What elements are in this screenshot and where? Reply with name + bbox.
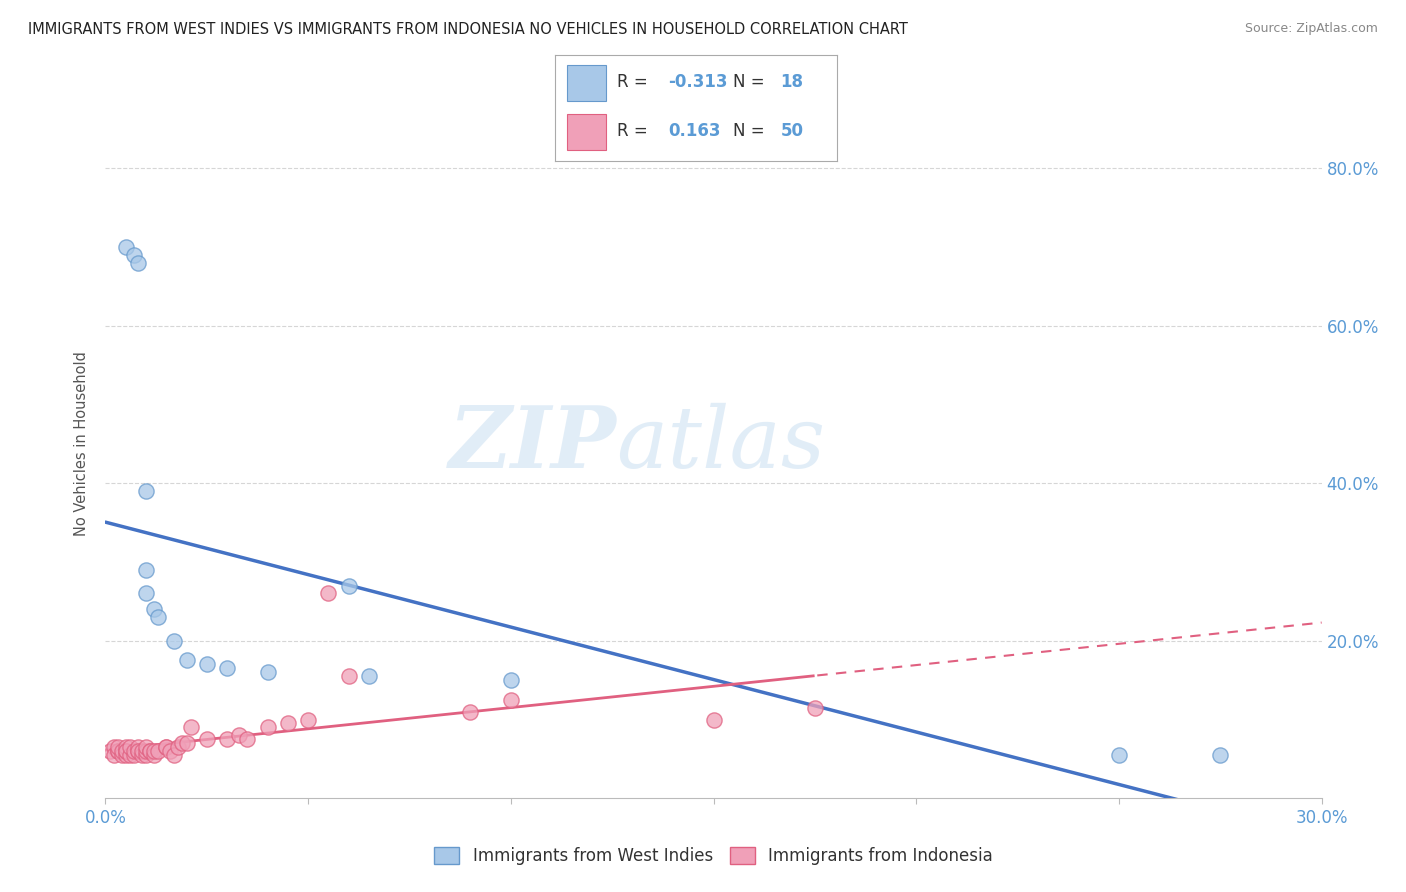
Point (217, 661, 239, 675)
Point (155, 740, 177, 755)
Point (499, 673, 522, 687)
Point (131, 744, 153, 758)
Legend: Immigrants from West Indies, Immigrants from Indonesia: Immigrants from West Indies, Immigrants … (427, 840, 1000, 871)
Point (107, 740, 129, 755)
Point (702, 713, 725, 727)
Point (127, 744, 149, 758)
Text: 0.163: 0.163 (668, 121, 720, 139)
Point (118, 740, 141, 755)
Point (146, 610, 169, 624)
Point (155, 740, 177, 755)
Point (357, 669, 380, 683)
Point (135, 747, 157, 762)
Point (163, 747, 186, 762)
Point (127, 255, 149, 269)
Point (114, 744, 136, 758)
Point (256, 721, 278, 735)
Point (804, 700, 827, 714)
Point (107, 744, 129, 758)
Point (111, 744, 134, 758)
Point (318, 586, 340, 600)
Point (163, 633, 186, 648)
Bar (567, 65, 606, 101)
Point (176, 653, 198, 667)
Point (167, 740, 190, 755)
Point (176, 736, 198, 750)
Point (337, 578, 360, 592)
Point (143, 744, 166, 758)
Text: Source: ZipAtlas.com: Source: ZipAtlas.com (1244, 22, 1378, 36)
Bar (567, 114, 606, 150)
Point (122, 747, 145, 762)
Point (297, 713, 319, 727)
Point (256, 665, 278, 680)
Point (1209, 747, 1232, 762)
Point (135, 483, 157, 498)
Point (139, 744, 162, 758)
Point (337, 669, 360, 683)
Point (143, 747, 166, 762)
Text: ZIP: ZIP (449, 402, 616, 485)
Text: N =: N = (733, 73, 769, 91)
Point (107, 744, 129, 758)
Point (122, 247, 145, 262)
Point (499, 693, 522, 707)
Point (103, 740, 125, 755)
Point (228, 728, 250, 742)
Point (139, 744, 162, 758)
Text: atlas: atlas (616, 402, 825, 485)
Y-axis label: No Vehicles in Household: No Vehicles in Household (75, 351, 90, 536)
Point (1108, 747, 1130, 762)
Point (277, 716, 299, 731)
Point (172, 736, 194, 750)
Point (114, 744, 136, 758)
Point (111, 747, 134, 762)
Point (135, 563, 157, 577)
Point (236, 732, 259, 747)
Text: R =: R = (617, 121, 654, 139)
Point (127, 744, 149, 758)
Text: 18: 18 (780, 73, 803, 91)
Point (98, 744, 121, 758)
Point (143, 602, 166, 616)
Point (217, 732, 239, 747)
Text: 50: 50 (780, 121, 803, 139)
Text: N =: N = (733, 121, 769, 139)
Point (159, 744, 181, 758)
Point (135, 740, 157, 755)
Point (114, 740, 136, 755)
Point (195, 657, 218, 672)
Point (114, 240, 136, 254)
Text: -0.313: -0.313 (668, 73, 727, 91)
Text: R =: R = (617, 73, 654, 91)
Point (103, 747, 125, 762)
Point (114, 747, 136, 762)
Point (118, 747, 141, 762)
Point (195, 732, 218, 747)
Point (146, 744, 169, 758)
Point (127, 740, 149, 755)
Point (122, 744, 145, 758)
Point (135, 586, 157, 600)
Point (135, 744, 157, 758)
Point (180, 721, 202, 735)
Point (131, 747, 153, 762)
Point (458, 705, 481, 719)
Text: IMMIGRANTS FROM WEST INDIES VS IMMIGRANTS FROM INDONESIA NO VEHICLES IN HOUSEHOL: IMMIGRANTS FROM WEST INDIES VS IMMIGRANT… (28, 22, 908, 37)
